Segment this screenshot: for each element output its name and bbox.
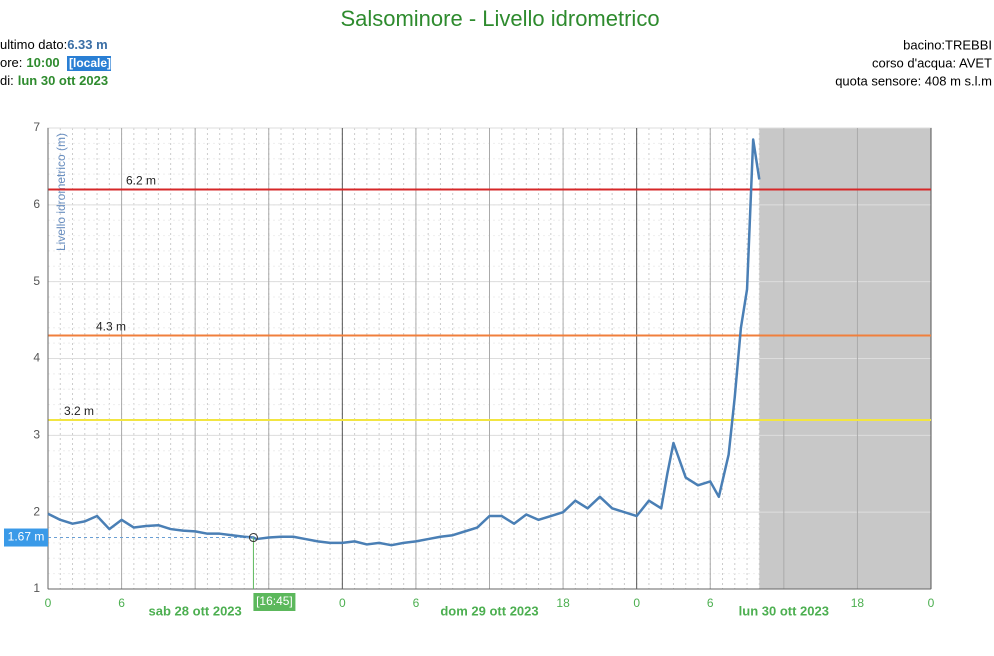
- hover-box: [4, 528, 48, 547]
- threshold-label: 6.2 m: [126, 174, 156, 188]
- elevation: quota sensore: 408 m s.l.m: [835, 73, 992, 88]
- header-line: ultimo dato:6.33 m: [0, 37, 108, 52]
- label: ultimo dato:: [0, 37, 67, 52]
- tag: [locale]: [69, 56, 111, 70]
- x-tick-label: 6: [413, 596, 420, 610]
- x-tick-label: 0: [928, 596, 935, 610]
- threshold-label: 3.2 m: [64, 404, 94, 418]
- x-tick-label: 18: [851, 596, 865, 610]
- date-label: sab 28 ott 2023: [149, 603, 242, 618]
- chart-title: Salsominore - Livello idrometrico: [340, 6, 659, 31]
- hover-point: [248, 533, 258, 543]
- label: di:: [0, 73, 14, 88]
- date-label: dom 29 ott 2023: [440, 603, 538, 618]
- value: lun 30 ott 2023: [18, 73, 108, 88]
- y-tick-label: 2: [33, 504, 40, 518]
- y-tick-label: 6: [33, 197, 40, 211]
- series-line: [47, 138, 761, 547]
- tag-box: [67, 56, 111, 71]
- river: corso d'acqua: AVET: [872, 55, 992, 70]
- x-tick-label: 18: [556, 596, 570, 610]
- header-line: ore: 10:00: [0, 55, 60, 70]
- x-tick-label: 0: [633, 596, 640, 610]
- x-tick-label: 0: [339, 596, 346, 610]
- threshold-label: 4.3 m: [96, 320, 126, 334]
- value: 10:00: [26, 55, 59, 70]
- y-axis-label: Livello idrometrico (m): [54, 133, 68, 251]
- hover-value: 1.67 m: [8, 530, 45, 544]
- x-tick-label: 6: [707, 596, 714, 610]
- hover-box: [253, 593, 296, 611]
- x-tick-label: 6: [118, 596, 125, 610]
- y-tick-label: 4: [33, 351, 40, 365]
- y-tick-label: 1: [33, 581, 40, 595]
- header-line: di: lun 30 ott 2023: [0, 73, 108, 88]
- y-tick-label: 7: [33, 120, 40, 134]
- value: 6.33 m: [67, 37, 107, 52]
- y-tick-label: 5: [33, 274, 40, 288]
- hover-x: [16:45]: [256, 594, 293, 608]
- x-tick-label: 0: [45, 596, 52, 610]
- basin: bacino:TREBBI: [903, 37, 992, 52]
- y-tick-label: 3: [33, 428, 40, 442]
- date-label: lun 30 ott 2023: [739, 603, 829, 618]
- label: ore:: [0, 55, 22, 70]
